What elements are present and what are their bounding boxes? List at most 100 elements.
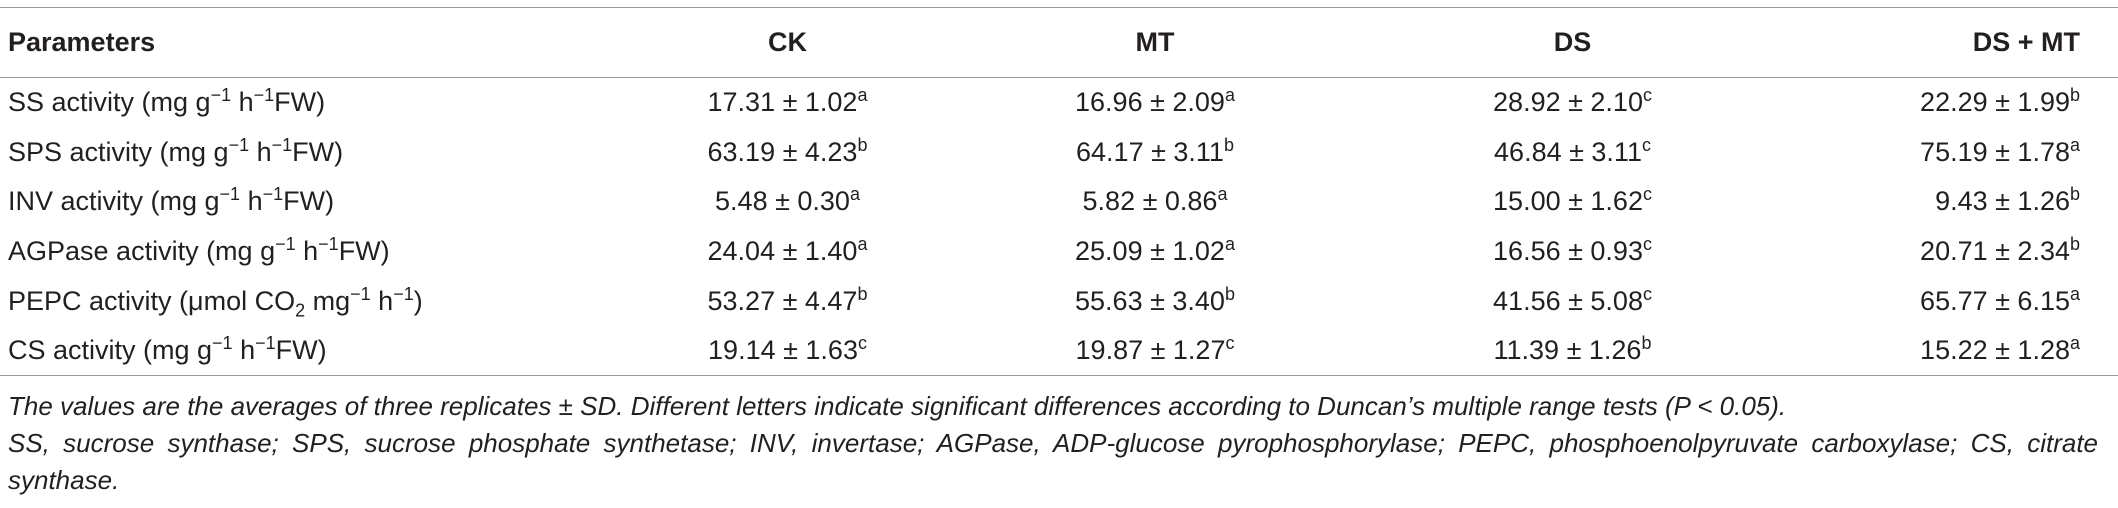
note-line: The values are the averages of three rep…	[8, 391, 1787, 421]
superscript: −1	[219, 184, 241, 205]
parameter-cell: PEPC activity (μmol CO2 mg−1 h−1)	[0, 276, 600, 326]
significance-letter: c	[1642, 85, 1652, 106]
mean-sd: 16.56 ± 0.93	[1493, 235, 1643, 266]
label-text: FW)	[292, 136, 344, 167]
table-row: AGPase activity (mg g−1 h−1FW) 24.04 ± 1.…	[0, 227, 2118, 277]
label-text: h	[231, 87, 254, 118]
parameter-cell: SS activity (mg g−1 h−1FW)	[0, 78, 600, 128]
label-text: h	[240, 186, 263, 217]
significance-letter: b	[2069, 184, 2080, 205]
significance-letter: c	[1225, 333, 1235, 354]
mean-sd: 25.09 ± 1.02	[1075, 235, 1225, 266]
significance-letter: b	[857, 134, 868, 155]
label-text: SS activity (mg g	[8, 87, 211, 118]
significance-letter: c	[1642, 184, 1652, 205]
significance-letter: b	[1223, 134, 1234, 155]
header-row: Parameters CK MT DS DS + MT	[0, 7, 2118, 78]
mean-sd: 16.96 ± 2.09	[1075, 87, 1225, 118]
value-cell: 15.00 ± 1.62c	[1335, 177, 1810, 227]
significance-letter: b	[1641, 333, 1652, 354]
value-cell: 41.56 ± 5.08c	[1335, 276, 1810, 326]
label-text: FW)	[283, 186, 335, 217]
table-body: SS activity (mg g−1 h−1FW) 17.31 ± 1.02a 1…	[0, 78, 2118, 376]
significance-letter: a	[1217, 184, 1228, 205]
label-text: FW)	[338, 235, 390, 266]
value-cell: 64.17 ± 3.11b	[975, 127, 1335, 177]
value-cell: 22.29 ± 1.99b	[1810, 78, 2118, 128]
superscript: −1	[253, 85, 275, 106]
mean-sd: 20.71 ± 2.34	[1920, 235, 2070, 266]
significance-letter: a	[1224, 233, 1235, 254]
mean-sd: 22.29 ± 1.99	[1920, 87, 2070, 118]
significance-letter: a	[1224, 85, 1235, 106]
label-text: FW)	[275, 335, 327, 366]
significance-letter: a	[2069, 134, 2080, 155]
mean-sd: 19.87 ± 1.27	[1075, 335, 1226, 366]
data-table: Parameters CK MT DS DS + MT SS activity (mg …	[0, 7, 2118, 376]
superscript: −1	[212, 333, 233, 354]
label-text: h	[232, 335, 256, 366]
parameter-cell: AGPase activity (mg g−1 h−1FW)	[0, 227, 600, 277]
value-cell: 25.09 ± 1.02a	[975, 227, 1335, 277]
table-notes: The values are the averages of three rep…	[8, 388, 2098, 499]
value-cell: 28.92 ± 2.10c	[1335, 78, 1810, 128]
table-head: Parameters CK MT DS DS + MT	[0, 7, 2118, 78]
header-cell: DS + MT	[1972, 27, 2080, 57]
label-text: )	[413, 285, 423, 316]
significance-letter: b	[857, 283, 868, 304]
header-cell: MT	[1135, 27, 1175, 57]
mean-sd: 24.04 ± 1.40	[707, 235, 858, 266]
superscript: −1	[228, 134, 250, 155]
header-cell: Parameters	[8, 27, 156, 57]
label-text: h	[249, 136, 272, 167]
label-text: SPS activity (mg g	[8, 136, 229, 167]
label-text: h	[295, 235, 319, 266]
value-cell: 5.48 ± 0.30a	[600, 177, 975, 227]
parameter-cell: INV activity (mg g−1 h−1FW)	[0, 177, 600, 227]
parameter-cell: SPS activity (mg g−1 h−1FW)	[0, 127, 600, 177]
mean-sd: 46.84 ± 3.11	[1494, 136, 1642, 167]
significance-letter: a	[857, 233, 868, 254]
value-cell: 9.43 ± 1.26b	[1810, 177, 2118, 227]
significance-letter: a	[857, 85, 868, 106]
value-cell: 19.87 ± 1.27c	[975, 326, 1335, 376]
mean-sd: 15.22 ± 1.28	[1920, 335, 2070, 366]
significance-letter: a	[2069, 333, 2080, 354]
note-line: SS, sucrose synthase; SPS, sucrose phosp…	[8, 428, 2098, 495]
value-cell: 55.63 ± 3.40b	[975, 276, 1335, 326]
table-row: SS activity (mg g−1 h−1FW) 17.31 ± 1.02a 1…	[0, 78, 2118, 128]
value-cell: 46.84 ± 3.11c	[1335, 127, 1810, 177]
value-cell: 65.77 ± 6.15a	[1810, 276, 2118, 326]
superscript: −1	[393, 283, 414, 304]
superscript: −1	[275, 233, 296, 254]
label-text: PEPC activity (μmol CO	[8, 285, 296, 316]
mean-sd: 19.14 ± 1.63	[708, 335, 858, 366]
label-text: AGPase activity (mg g	[8, 235, 276, 266]
mean-sd: 75.19 ± 1.78	[1920, 136, 2070, 167]
mean-sd: 5.48 ± 0.30	[715, 186, 850, 217]
value-cell: 5.82 ± 0.86a	[975, 177, 1335, 227]
value-cell: 20.71 ± 2.34b	[1810, 227, 2118, 277]
mean-sd: 41.56 ± 5.08	[1493, 285, 1643, 316]
significance-letter: a	[2069, 283, 2080, 304]
mean-sd: 5.82 ± 0.86	[1082, 186, 1218, 217]
significance-letter: c	[1641, 134, 1651, 155]
significance-letter: c	[857, 333, 867, 354]
mean-sd: 11.39 ± 1.26	[1493, 335, 1642, 366]
value-cell: 53.27 ± 4.47b	[600, 276, 975, 326]
superscript: −1	[210, 85, 232, 106]
mean-sd: 28.92 ± 2.10	[1493, 87, 1643, 118]
label-text: h	[370, 285, 394, 316]
superscript: −1	[255, 333, 276, 354]
parameter-cell: CS activity (mg g−1 h−1FW)	[0, 326, 600, 376]
header-cell: DS	[1553, 27, 1592, 57]
mean-sd: 55.63 ± 3.40	[1075, 285, 1225, 316]
value-cell: 17.31 ± 1.02a	[600, 78, 975, 128]
value-cell: 24.04 ± 1.40a	[600, 227, 975, 277]
table-row: SPS activity (mg g−1 h−1FW) 63.19 ± 4.23b…	[0, 127, 2118, 177]
header-cell: CK	[768, 27, 807, 57]
superscript: −1	[350, 283, 371, 304]
value-cell: 16.96 ± 2.09a	[975, 78, 1335, 128]
label-text: mg	[305, 285, 351, 316]
value-cell: 16.56 ± 0.93c	[1335, 227, 1810, 277]
